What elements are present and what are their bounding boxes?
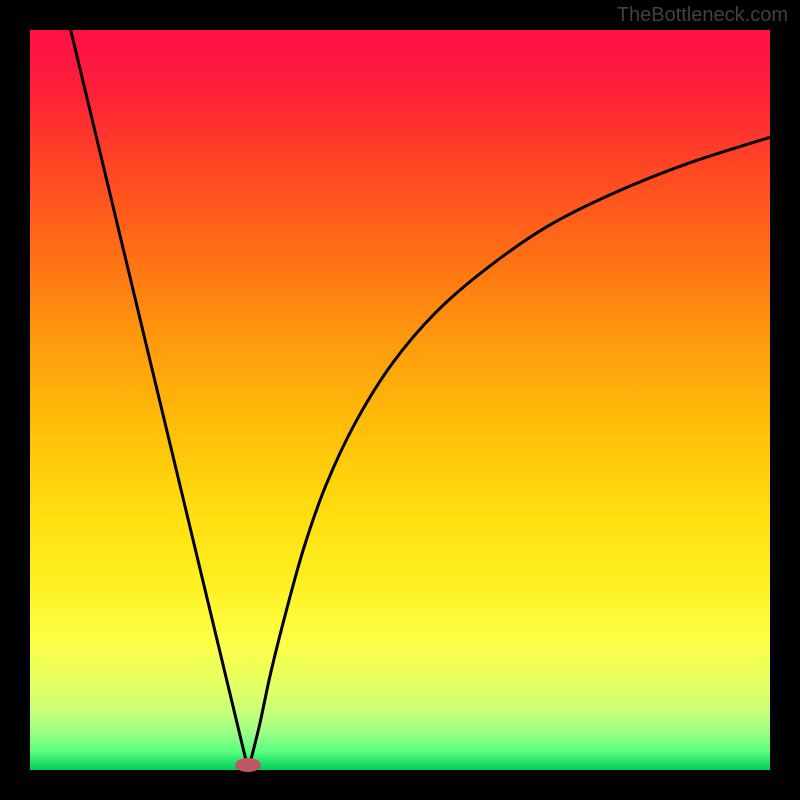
chart-area: [30, 30, 770, 770]
bottleneck-curve: [30, 30, 770, 770]
minimum-marker: [235, 758, 261, 772]
watermark-text: TheBottleneck.com: [617, 4, 788, 27]
